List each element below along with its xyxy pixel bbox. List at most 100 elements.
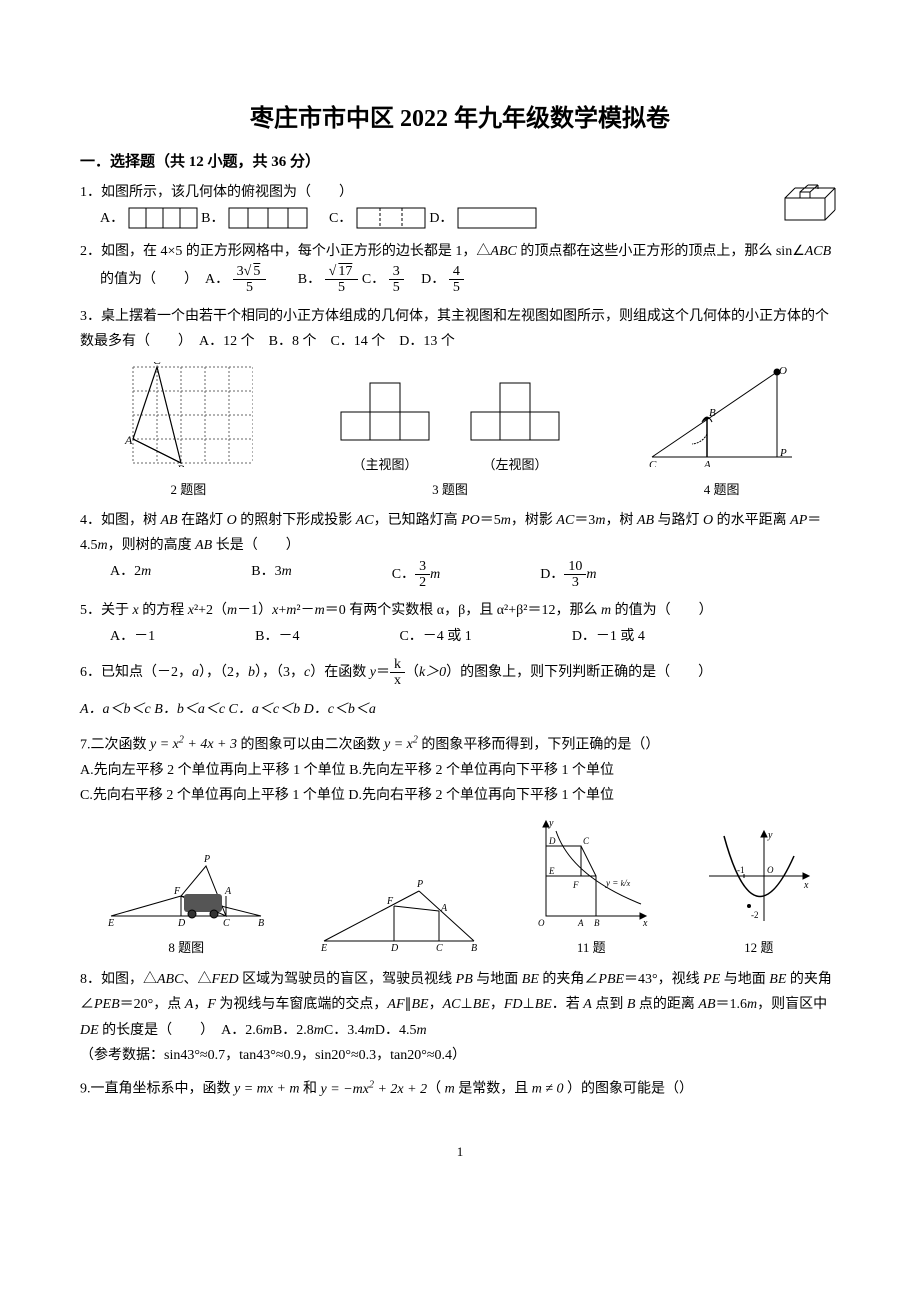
q5-optC: C．－4 或 1 — [399, 624, 471, 649]
q4-t5: ＝5 — [480, 513, 501, 528]
fig3-caption: 3 题图 — [340, 480, 560, 501]
f11-curve: y = k/x — [605, 878, 631, 888]
q8-af: AF — [387, 997, 404, 1012]
q8-t11: 为视线与车窗底端的交点， — [216, 997, 388, 1012]
q5-eq: x — [188, 603, 194, 618]
fig12-caption: 12 题 — [704, 938, 814, 959]
f8-C: C — [223, 918, 230, 926]
q4-ac: AC — [356, 513, 374, 528]
q6-optC: C．a＜c＜b — [229, 702, 301, 717]
fig-8a: P F A E D C B 8 题图 — [106, 846, 266, 959]
question-5: 5．关于 x 的方程 x²+2（m－1）x+m²－m＝0 有两个实数根 α，β，… — [80, 598, 840, 648]
q6-optD: D．c＜b＜a — [304, 702, 376, 717]
q7-t1: 7.二次函数 — [80, 737, 150, 752]
q4-t13: 长是（ ） — [212, 538, 300, 553]
question-4: 4．如图，树 AB 在路灯 O 的照射下形成投影 AC，已知路灯高 PO＝5m，… — [80, 508, 840, 590]
q8-t15: 点到 — [592, 997, 627, 1012]
fig-4: O B P C A 4 题图 — [647, 362, 797, 500]
q4-m2: m — [595, 513, 605, 528]
fig-8b: P F A E D C B — [319, 871, 479, 959]
fig4-O: O — [779, 365, 787, 377]
q8-abc: ABC — [157, 972, 183, 987]
fig8-caption: 8 题图 — [106, 938, 266, 959]
q8-t12: ， — [429, 997, 443, 1012]
q2-abc: ABC — [490, 244, 516, 259]
fig11-caption: 11 题 — [531, 938, 651, 959]
f8-B: B — [258, 918, 264, 926]
fig4-B: B — [709, 407, 716, 419]
q8-pe: PE — [703, 972, 720, 987]
q6-t6: ）的图象上，则下列判断正确的是（ ） — [446, 665, 712, 680]
f11-x: x — [642, 918, 648, 926]
q7-eq2: y = x2 — [384, 737, 418, 752]
fig3-left-svg — [470, 382, 560, 442]
f8-A: A — [224, 886, 232, 897]
q4-t2: 在路灯 — [178, 513, 227, 528]
q8-be4: BE — [473, 997, 490, 1012]
q8-t20: B．2.8 — [273, 1023, 314, 1038]
q5-t4: 的值为（ ） — [611, 603, 713, 618]
q9-mne: m ≠ 0 — [532, 1082, 564, 1097]
q2-t5: C． — [362, 272, 385, 287]
q8-f: F — [207, 997, 216, 1012]
q8-ac: AC — [443, 997, 461, 1012]
f11-E: E — [548, 866, 555, 876]
q8-t10: ， — [193, 997, 207, 1012]
q8-par: ∥ — [405, 997, 412, 1012]
q7-t2: 的图象可以由二次函数 — [237, 737, 384, 752]
q4-o: O — [227, 513, 237, 528]
q4-optB: B．3m — [251, 559, 291, 591]
q8-t19: 的长度是（ ） A．2.6 — [99, 1023, 263, 1038]
q8-t3: 区域为驾驶员的盲区，驾驶员视线 — [239, 972, 456, 987]
q5-m: m — [601, 603, 611, 618]
q2-t6: D． — [407, 272, 445, 287]
q6-t5: （ — [405, 665, 419, 680]
f11-B: B — [594, 918, 600, 926]
q4-o2: O — [703, 513, 713, 528]
f8b-E: E — [320, 943, 327, 951]
fig3-main-cap: （主视图） — [340, 455, 430, 476]
fig4-caption: 4 题图 — [647, 480, 797, 501]
q1-optA: A． — [100, 211, 124, 226]
fig-12: y x O -1 -2 12 题 — [704, 826, 814, 959]
fig2-A: A — [124, 433, 133, 447]
q2-fracD: 45 — [449, 264, 464, 296]
q6-optB: B．b＜a＜c — [154, 702, 225, 717]
q8-t13: ， — [490, 997, 504, 1012]
q6-t2: ），（2， — [199, 665, 248, 680]
q8-be: BE — [522, 972, 539, 987]
q8-t1: 8．如图，△ — [80, 972, 157, 987]
q8-fd: FD — [504, 997, 523, 1012]
fig4-C: C — [649, 459, 657, 467]
f12-m2: -2 — [751, 910, 759, 920]
q8-t16: 点的距离 — [635, 997, 698, 1012]
q9-t3: （ — [427, 1082, 445, 1097]
q8-peb: PEB — [94, 997, 120, 1012]
f11-D: D — [548, 836, 556, 846]
q7-t3: 的图象平移而得到，下列正确的是（） — [418, 737, 660, 752]
q8-t6: ＝43°，视线 — [624, 972, 703, 987]
q1-text: 1．如图所示，该几何体的俯视图为（ ） — [80, 185, 353, 200]
q5-t3: 有两个实数根 α，β，且 α²+β²＝12，那么 — [346, 603, 601, 618]
fig2-C: C — [153, 362, 162, 367]
figures-row-1: A C B 2 题图 （主视图） — [80, 362, 840, 500]
q5-optB: B．－4 — [255, 624, 299, 649]
q4-t9: 与路灯 — [654, 513, 703, 528]
q8-t4: 与地面 — [473, 972, 522, 987]
q8-perp2: ⊥ — [522, 997, 534, 1012]
question-3: 3．桌上摆着一个由若干个相同的小正方体组成的几何体，其主视图和左视图如图所示，则… — [80, 304, 840, 354]
q2-fracC: 35 — [389, 264, 404, 296]
question-2: 2．如图，在 4×5 的正方形网格中，每个小正方形的边长都是 1，△ABC 的顶… — [80, 239, 840, 296]
q7-eq1: y = x2 + 4x + 3 — [150, 737, 237, 752]
q8-m5: m — [416, 1023, 426, 1038]
q8-t18: ，则盲区中 — [757, 997, 827, 1012]
f8-E: E — [107, 918, 114, 926]
q9-eq2: y = −mx2 + 2x + 2 — [321, 1082, 428, 1097]
section-header: 一．选择题（共 12 小题，共 36 分） — [80, 150, 840, 174]
q8-m: m — [747, 997, 757, 1012]
q6-frac: kx — [390, 657, 405, 689]
q9-t5: ）的图象可能是（） — [564, 1082, 694, 1097]
f11-A: A — [577, 918, 584, 926]
page-number: 1 — [80, 1142, 840, 1163]
q8-a2: A — [583, 997, 592, 1012]
